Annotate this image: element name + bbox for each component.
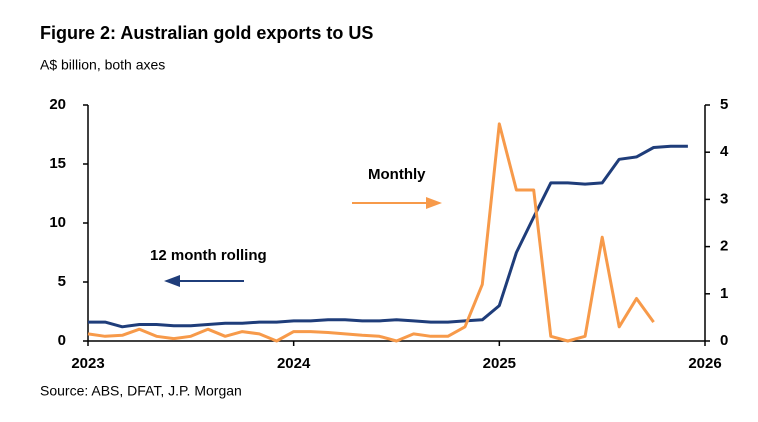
chart-subtitle: A$ billion, both axes (40, 57, 165, 73)
x-tick-label: 2026 (688, 355, 721, 372)
y-tick-label: 15 (49, 155, 66, 172)
source-note: Source: ABS, DFAT, J.P. Morgan (40, 383, 242, 399)
y-tick-label: 5 (58, 273, 66, 290)
y-tick-label: 10 (49, 214, 66, 231)
annotation-arrow (352, 197, 442, 209)
annotation: 12 month rolling (150, 247, 267, 264)
y2-tick-label: 2 (720, 238, 728, 255)
annotation: Monthly (368, 166, 426, 183)
y-tick-label: 20 (49, 96, 66, 113)
y-tick-label: 0 (58, 332, 66, 349)
x-tick-label: 2025 (483, 355, 516, 372)
annotation-arrow (164, 275, 244, 287)
y2-tick-label: 3 (720, 190, 728, 207)
y2-tick-label: 4 (720, 143, 729, 160)
y2-tick-label: 1 (720, 285, 728, 302)
x-tick-label: 2024 (277, 355, 311, 372)
y2-tick-label: 0 (720, 332, 728, 349)
y2-tick-label: 5 (720, 96, 728, 113)
series-line (87, 122, 655, 343)
series-line (88, 144, 688, 329)
x-tick-label: 2023 (71, 355, 104, 372)
chart-title: Figure 2: Australian gold exports to US (40, 23, 373, 43)
